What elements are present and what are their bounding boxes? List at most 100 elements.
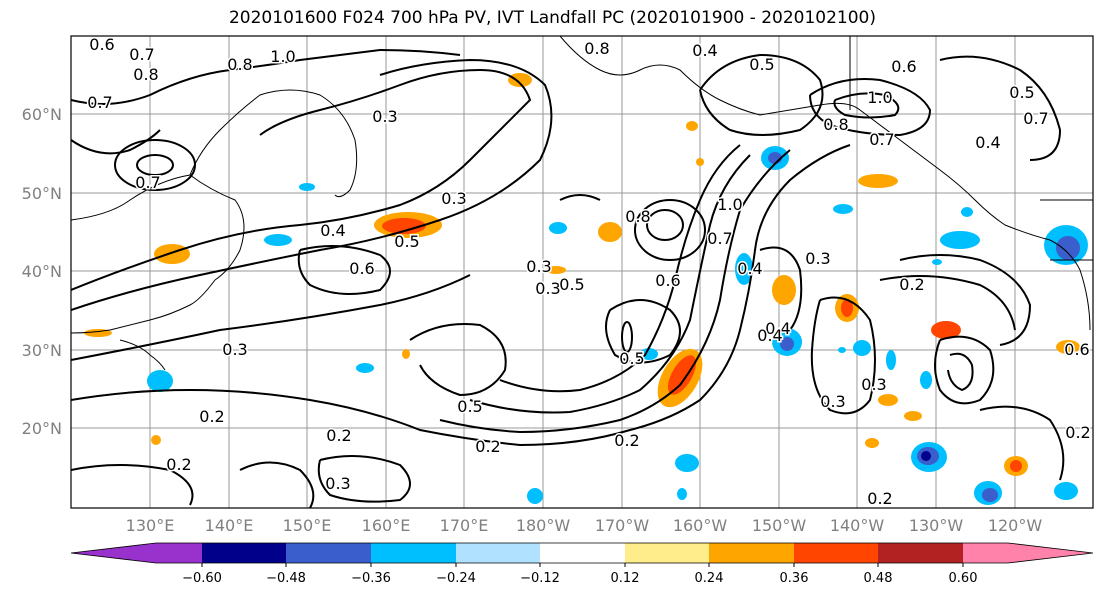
lat-label: 50°N [22,184,62,203]
contour-label: 0.4 [975,133,1000,152]
contour-label: 0.3 [372,107,397,126]
colorbar-segment [286,543,371,563]
contour-label: 0.2 [199,407,224,426]
contour-label: 0.4 [757,326,782,345]
lon-label: 130°W [909,516,964,535]
lon-label: 120°W [988,516,1043,535]
contour-label: 0.6 [89,35,114,54]
contour-label: 0.8 [133,65,158,84]
lat-label: 40°N [22,262,62,281]
lat-label: 30°N [22,341,62,360]
colorbar-extend-high [1008,543,1093,563]
colorbar-tick-label: 0.60 [949,571,978,586]
contour-labels: 0.60.70.80.71.00.80.8 0.40.5 0.61.00.80.70… [86,35,1092,508]
contour-label: 0.8 [227,55,252,74]
contour-label: 0.2 [899,275,924,294]
contour-label: 0.6 [349,259,374,278]
contour-label: 0.2 [326,426,351,445]
lat-label: 60°N [22,105,62,124]
contour-label: 0.6 [1064,340,1089,359]
contour-label: 0.2 [867,489,892,508]
lon-label: 130°E [126,516,175,535]
contour-label: 0.3 [222,340,247,359]
contour-label: 1.0 [717,195,742,214]
lon-label: 160°W [673,516,728,535]
colorbar-tick-label: 0.48 [864,571,893,586]
contour-label: 0.3 [820,392,845,411]
colorbar-outline [70,542,1094,564]
colorbar-extend-low [71,543,156,563]
contour-label: 0.7 [135,173,160,192]
colorbar-segment [156,543,202,563]
lon-label: 170°E [440,516,489,535]
colorbar-segment [456,543,540,563]
colorbar-segment [540,543,625,563]
contour-label: 0.5 [457,397,482,416]
contour-label: 0.6 [655,271,680,290]
lon-label: 170°W [595,516,650,535]
lon-label: 140°E [205,516,254,535]
contour-label: 0.2 [614,431,639,450]
lon-label: 160°E [362,516,411,535]
contour-label: 0.7 [87,93,112,112]
colorbar-tick-label: −0.24 [436,571,476,586]
lat-label: 20°N [22,419,62,438]
contour-label: 0.4 [320,221,345,240]
colorbar-tick-label: −0.60 [182,571,222,586]
contour-label: 0.3 [325,474,350,493]
contour-label: 0.7 [869,130,894,149]
contour-label: 0.6 [891,57,916,76]
colorbar-segment [709,543,794,563]
plot-frame [70,35,1094,509]
colorbar-segment [963,543,1008,563]
contour-label: 0.3 [526,257,551,276]
latitude-labels: 60°N 50°N 40°N 30°N 20°N [22,105,62,438]
colorbar-segment [371,543,456,563]
colorbar-segment [794,543,878,563]
graticule [71,36,1093,508]
contour-label: 0.7 [707,229,732,248]
lon-label: 140°W [830,516,885,535]
pv-contours [71,48,1065,508]
contour-label: 0.5 [749,55,774,74]
colorbar-tick-label: 0.12 [611,571,640,586]
contour-label: 0.7 [129,45,154,64]
contour-label: 0.5 [1009,83,1034,102]
contour-label: 0.8 [625,207,650,226]
contour-label: 1.0 [867,88,892,107]
colorbar-segment [625,543,709,563]
contour-label: 0.2 [166,455,191,474]
colorbar-tick-label: −0.36 [351,571,391,586]
contour-label: 0.8 [823,115,848,134]
coastlines [71,36,1093,371]
contour-label: 0.2 [475,437,500,456]
colorbar-segment [878,543,963,563]
contour-label: 0.4 [692,41,717,60]
contour-label: 0.7 [1023,109,1048,128]
contour-label: 0.3 [441,189,466,208]
colorbar-tick-label: 0.36 [780,571,809,586]
contour-label: 0.3 [535,279,560,298]
longitude-labels: 130°E 140°E 150°E 160°E 170°E 180°W 170°… [126,516,1043,535]
contour-label: 0.5 [619,349,644,368]
contour-label: 0.4 [765,319,790,338]
colorbar-tick-label: −0.12 [520,571,560,586]
contour-label: 0.5 [394,232,419,251]
map-title: 2020101600 F024 700 hPa PV, IVT Landfall… [228,8,876,28]
colorbar-segment [202,543,286,563]
lon-label: 150°E [283,516,332,535]
contour-label: 1.0 [270,47,295,66]
contour-label: 0.4 [737,259,762,278]
lon-label: 180°W [516,516,571,535]
lon-label: 150°W [752,516,807,535]
ivt-pc-shading [84,73,1088,505]
contour-label: 0.5 [559,275,584,294]
contour-label: 0.3 [861,375,886,394]
plot-area [71,36,1093,508]
contour-label: 0.8 [584,39,609,58]
contour-label: 0.2 [1065,423,1090,442]
colorbar-tick-label: −0.48 [266,571,306,586]
contour-label: 0.3 [805,249,830,268]
colorbar-tick-label: 0.24 [695,571,724,586]
